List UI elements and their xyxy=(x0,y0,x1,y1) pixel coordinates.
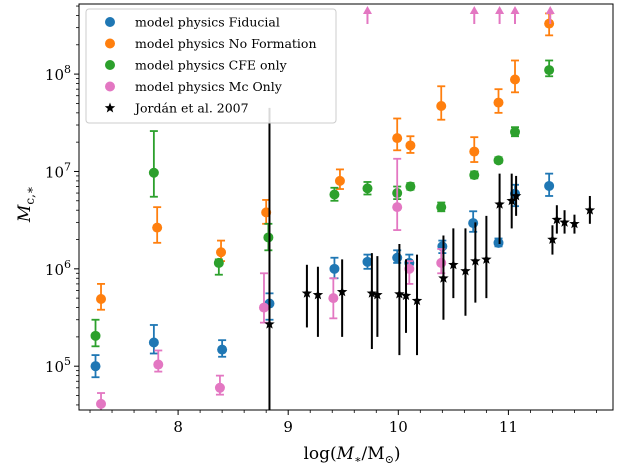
star-marker xyxy=(448,259,459,270)
data-point xyxy=(493,97,504,108)
star-marker xyxy=(506,195,517,206)
legend-label: model physics No Formation xyxy=(135,36,317,51)
data-point xyxy=(493,155,504,166)
legend-circle-marker xyxy=(105,38,115,49)
data-point xyxy=(148,167,159,178)
data-point xyxy=(544,65,555,76)
data-point xyxy=(544,180,555,191)
data-point xyxy=(436,257,447,268)
legend: model physics Fiducial model physics No F… xyxy=(85,8,337,124)
chart-marks xyxy=(90,6,596,410)
limit-arrow-head xyxy=(545,6,555,14)
star-marker xyxy=(394,288,405,299)
data-point xyxy=(469,169,480,180)
data-point xyxy=(392,202,403,213)
data-point xyxy=(214,382,225,393)
data-point xyxy=(436,101,447,112)
star-marker xyxy=(400,290,412,301)
data-point xyxy=(258,302,269,313)
y-axis-label: Mc,∗ xyxy=(15,186,37,223)
legend-circle-marker xyxy=(105,81,115,92)
y-tick-label: 106 xyxy=(45,258,71,279)
x-tick-label: 8 xyxy=(173,418,183,436)
star-marker xyxy=(569,218,580,229)
star-marker xyxy=(510,190,522,201)
data-point xyxy=(544,18,555,29)
x-tick-label: 9 xyxy=(283,418,293,436)
legend-star-marker xyxy=(104,102,116,113)
star-marker xyxy=(551,214,563,225)
star-marker xyxy=(336,286,348,297)
star-marker xyxy=(494,198,505,209)
data-point xyxy=(469,146,480,157)
data-point xyxy=(392,252,403,263)
star-marker xyxy=(584,204,596,215)
data-point xyxy=(329,263,340,274)
data-point xyxy=(217,344,228,355)
star-marker xyxy=(460,265,471,276)
data-point xyxy=(493,237,504,248)
legend-label: model physics CFE only xyxy=(135,58,288,73)
data-point xyxy=(90,361,101,372)
data-point xyxy=(90,330,101,341)
star-marker xyxy=(301,287,313,298)
y-tick-label: 105 xyxy=(45,355,71,376)
data-point xyxy=(510,74,521,85)
limit-arrow-head xyxy=(510,6,520,14)
legend-circle-marker xyxy=(105,60,115,70)
data-point xyxy=(329,189,340,200)
data-point xyxy=(437,241,448,252)
data-point xyxy=(405,181,416,192)
data-point xyxy=(510,126,521,137)
limit-arrow-head xyxy=(495,6,505,14)
y-tick-label: 108 xyxy=(45,63,71,84)
star-marker xyxy=(372,289,383,300)
data-point xyxy=(96,293,107,304)
series-1 xyxy=(96,12,555,311)
data-point xyxy=(263,232,274,243)
legend-label: model physics Fiducial xyxy=(135,15,280,30)
legend-label: model physics Mc Only xyxy=(135,79,283,94)
data-point xyxy=(362,183,373,194)
data-point xyxy=(153,359,164,370)
axes: 8 9 10 11 105 106 107 108 xyxy=(45,3,614,436)
data-point xyxy=(152,222,163,233)
limit-arrow-head xyxy=(362,6,372,14)
star-marker xyxy=(547,234,558,244)
legend-label: Jordán et al. 2007 xyxy=(133,101,249,116)
star-marker xyxy=(312,289,324,300)
star-marker xyxy=(264,318,275,329)
star-marker xyxy=(366,287,378,298)
star-marker xyxy=(559,216,570,227)
star-marker xyxy=(481,253,492,264)
x-tick-label: 10 xyxy=(389,418,408,436)
lower-limit-arrows xyxy=(362,6,555,24)
data-point xyxy=(148,337,159,348)
limit-arrow-head xyxy=(469,6,479,14)
series-0 xyxy=(90,172,555,379)
data-point xyxy=(334,175,345,186)
data-point xyxy=(436,202,447,213)
series-4 xyxy=(264,107,596,410)
series-3 xyxy=(96,157,447,410)
data-point xyxy=(216,247,227,258)
star-marker xyxy=(470,255,481,266)
plot-frame xyxy=(78,3,614,411)
data-point xyxy=(328,293,339,304)
legend-box xyxy=(85,8,337,124)
x-tick-label: 11 xyxy=(499,418,518,436)
data-point xyxy=(392,133,403,144)
star-marker xyxy=(438,272,449,283)
y-tick-label: 107 xyxy=(45,160,71,181)
data-point xyxy=(405,140,416,151)
star-marker xyxy=(411,295,423,306)
data-point xyxy=(362,256,373,267)
data-point xyxy=(468,218,479,229)
legend-circle-marker xyxy=(105,17,115,27)
data-point xyxy=(213,257,224,268)
x-axis-label: log(M∗/M⊙) xyxy=(303,444,400,466)
data-point xyxy=(96,398,107,409)
